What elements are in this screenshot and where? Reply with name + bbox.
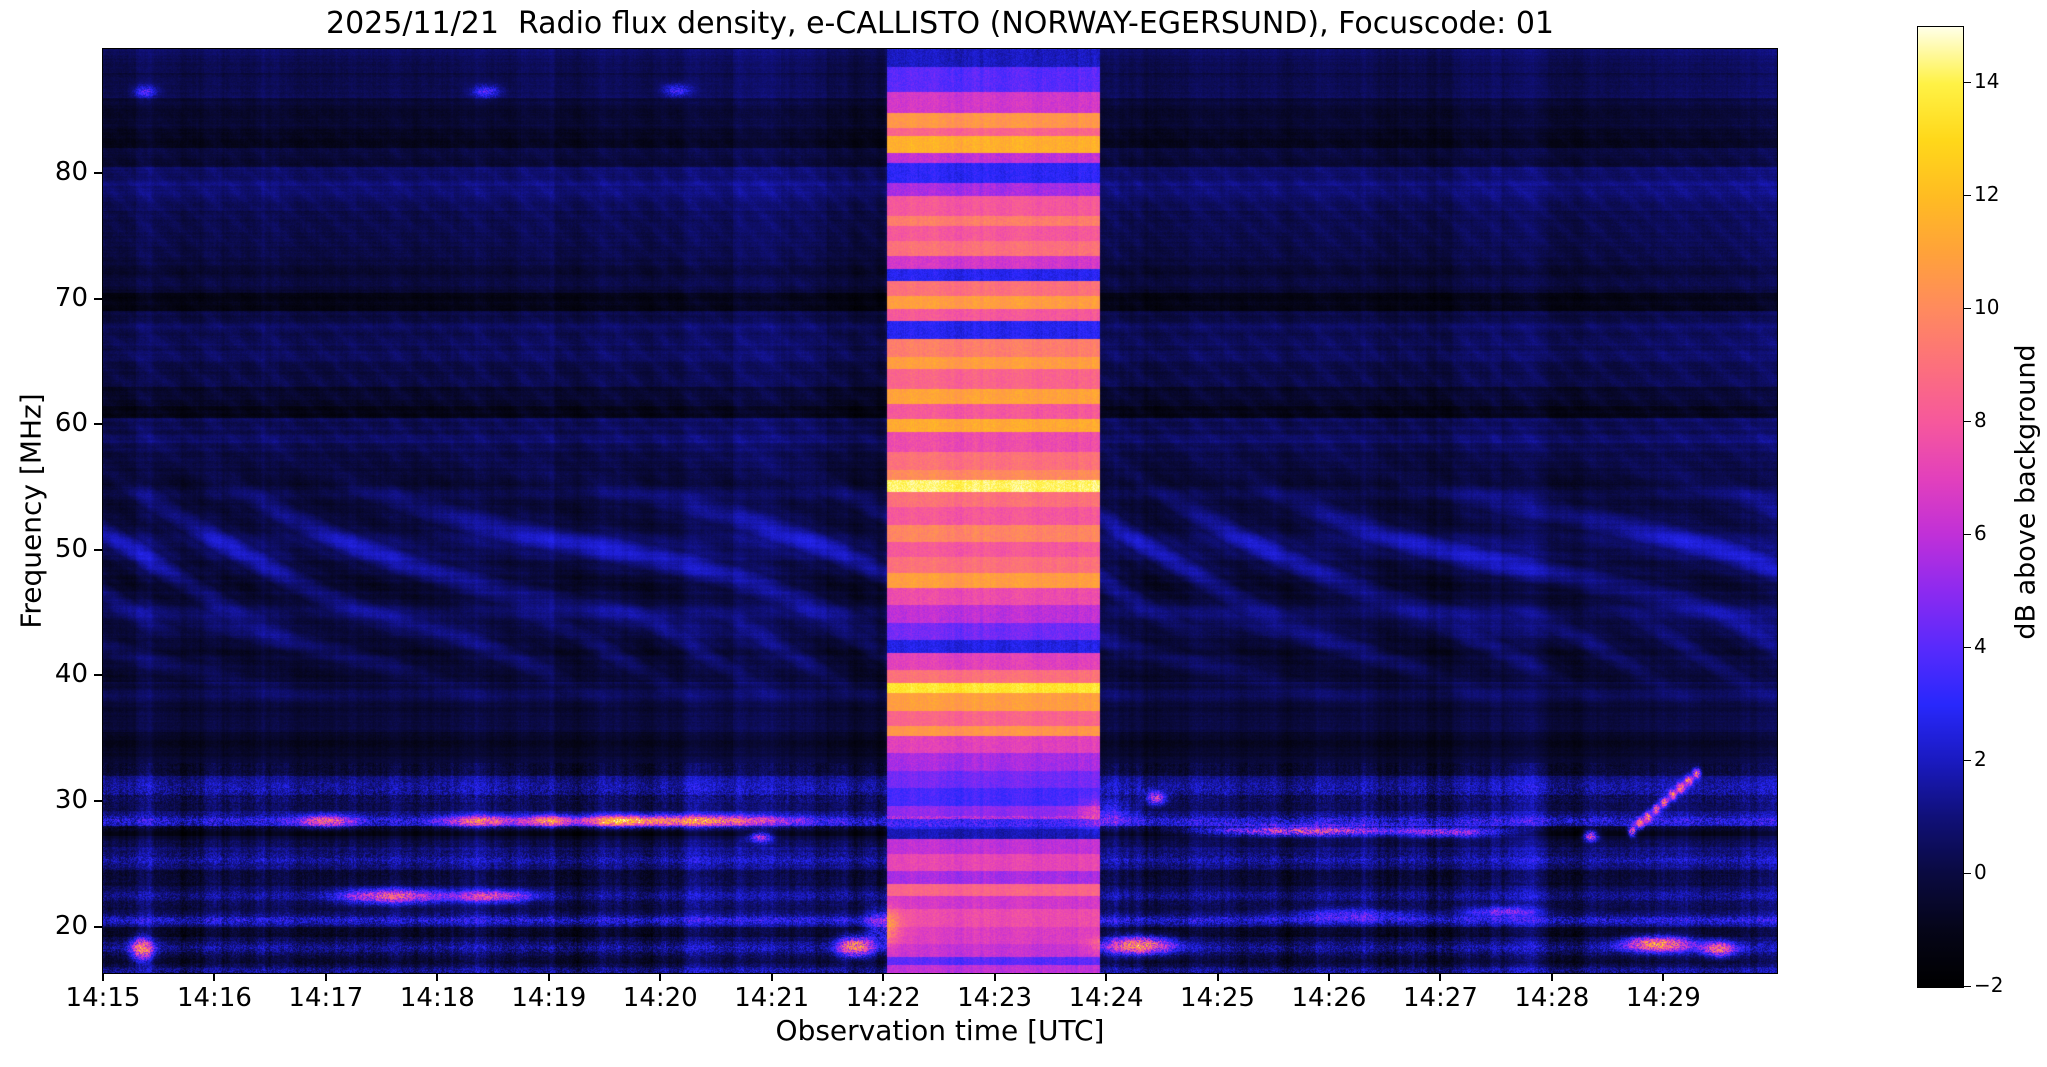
y-tick-label: 40 (54, 659, 88, 690)
colorbar-tick-mark (1964, 195, 1971, 197)
x-tick-mark (102, 973, 104, 981)
y-tick-mark (94, 925, 102, 928)
x-tick-mark (436, 973, 439, 981)
x-tick-mark (993, 973, 996, 981)
x-tick-label: 14:23 (957, 983, 1033, 1013)
colorbar-tick-mark (1964, 760, 1971, 762)
x-tick-label: 14:29 (1625, 983, 1701, 1013)
colorbar-gradient (1917, 26, 1964, 988)
x-tick-mark (770, 973, 773, 981)
colorbar-tick-label: 6 (1974, 521, 1987, 546)
y-tick-mark (94, 297, 102, 300)
colorbar-tick-label: −2 (1974, 973, 2004, 997)
y-tick-label: 80 (54, 157, 88, 188)
x-tick-label: 14:25 (1180, 983, 1255, 1013)
x-tick-mark (1327, 973, 1330, 981)
x-tick-mark (1550, 973, 1553, 981)
y-tick-label: 20 (54, 910, 88, 941)
y-tick-mark (94, 172, 102, 175)
x-tick-mark (1105, 973, 1108, 981)
colorbar-tick-label: 0 (1974, 860, 1987, 885)
x-tick-label: 14:22 (845, 983, 921, 1013)
colorbar-tick-label: 14 (1974, 69, 2000, 94)
plot-title: 2025/11/21 Radio flux density, e-CALLIST… (326, 6, 1554, 41)
x-tick-label: 14:24 (1068, 983, 1144, 1013)
x-tick-label: 14:21 (734, 983, 810, 1013)
colorbar-tick-label: 10 (1974, 295, 2000, 320)
y-tick-label: 50 (54, 533, 88, 564)
x-tick-mark (1439, 973, 1442, 981)
x-axis-label: Observation time [UTC] (775, 1014, 1105, 1047)
x-tick-label: 14:27 (1402, 983, 1478, 1013)
x-tick-mark (547, 973, 550, 981)
colorbar-tick-mark (1964, 421, 1971, 423)
colorbar-tick-label: 4 (1974, 634, 1987, 659)
x-tick-label: 14:18 (399, 983, 475, 1013)
plot-area (102, 48, 1778, 974)
x-tick-label: 14:28 (1514, 983, 1590, 1013)
x-tick-label: 14:15 (65, 983, 141, 1013)
colorbar-tick-mark (1964, 308, 1971, 310)
y-tick-label: 30 (54, 785, 88, 815)
x-tick-label: 14:16 (176, 983, 252, 1013)
x-tick-mark (1216, 973, 1219, 981)
colorbar-tick-mark (1964, 873, 1971, 875)
spectrogram-canvas (103, 49, 1777, 973)
colorbar-label: dB above background (2010, 344, 2042, 640)
x-tick-label: 14:19 (511, 983, 587, 1013)
x-tick-mark (882, 973, 885, 981)
colorbar-tick-mark (1964, 647, 1971, 649)
y-tick-mark (94, 548, 102, 551)
colorbar-tick-label: 8 (1974, 408, 1987, 433)
x-tick-mark (324, 973, 327, 981)
y-tick-mark (94, 423, 102, 426)
x-tick-label: 14:20 (622, 983, 698, 1013)
colorbar-tick-mark (1964, 82, 1971, 84)
colorbar-tick-mark (1964, 986, 1971, 987)
y-tick-mark (94, 800, 102, 802)
colorbar-tick-label: 2 (1974, 747, 1987, 772)
colorbar-tick-mark (1964, 534, 1971, 536)
y-tick-mark (94, 674, 102, 677)
colorbar-tick-label: 12 (1974, 182, 2000, 207)
x-tick-mark (659, 973, 662, 981)
x-tick-mark (1662, 973, 1665, 981)
y-tick-label: 60 (54, 408, 88, 439)
x-tick-mark (213, 973, 216, 981)
x-tick-label: 14:17 (288, 983, 364, 1013)
y-tick-label: 70 (54, 282, 88, 313)
x-tick-label: 14:26 (1291, 983, 1367, 1013)
